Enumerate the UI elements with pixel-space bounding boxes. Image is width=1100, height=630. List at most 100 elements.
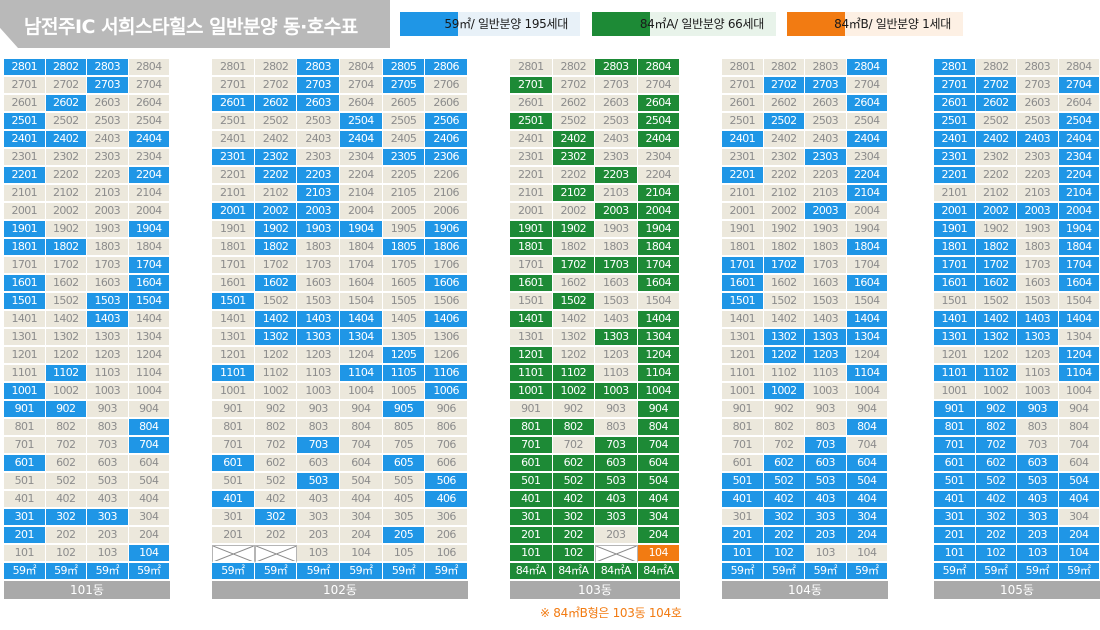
unit-cell: 1803	[805, 239, 847, 257]
unit-cell: 1201	[4, 347, 46, 365]
unit-cell: 703	[87, 437, 129, 455]
unit-cell: 2101	[510, 185, 553, 203]
unit-cell: 501	[722, 473, 764, 491]
unit-cell: 2004	[128, 203, 170, 221]
unit-cell: 2401	[510, 131, 553, 149]
unit-cell: 2104	[846, 185, 888, 203]
unit-cell: 504	[846, 473, 888, 491]
unit-cell: 1605	[382, 275, 426, 293]
unit-cell: 504	[637, 473, 680, 491]
unit-cell: 802	[975, 419, 1017, 437]
unit-cell: 2103	[805, 185, 847, 203]
unit-cell: 2502	[254, 113, 298, 131]
unit-cell: 2205	[382, 167, 426, 185]
unit-cell: 2304	[1058, 149, 1100, 167]
unit-cell: 1202	[763, 347, 805, 365]
unit-cell: 1603	[805, 275, 847, 293]
unit-type-label: 84㎡A	[510, 563, 553, 581]
unit-cell: 2604	[637, 95, 680, 113]
unit-cell: 1803	[87, 239, 129, 257]
unit-cell: 2503	[805, 113, 847, 131]
unit-cell: 1306	[425, 329, 468, 347]
unit-cell: 1702	[552, 257, 595, 275]
unit-cell: 1503	[87, 293, 129, 311]
unit-cell: 702	[552, 437, 595, 455]
unit-cell: 302	[552, 509, 595, 527]
unit-cell: 2501	[510, 113, 553, 131]
unit-cell: 801	[212, 419, 255, 437]
legend-84b: 84㎡B/ 일반분양 1세대	[787, 12, 963, 36]
unit-cell: 702	[45, 437, 87, 455]
unit-cell: 1604	[128, 275, 170, 293]
unit-cell: 101	[4, 545, 46, 563]
unit-cell: 1401	[212, 311, 255, 329]
unit-cell: 2804	[637, 59, 680, 77]
unit-cell: 1803	[595, 239, 638, 257]
unit-cell: 2506	[425, 113, 468, 131]
unit-cell: 2003	[805, 203, 847, 221]
legend-84b-label: 84㎡B/ 일반분양 1세대	[834, 17, 951, 31]
unit-cell: 1602	[45, 275, 87, 293]
unit-cell: 1801	[510, 239, 553, 257]
unit-cell: 1203	[805, 347, 847, 365]
unit-cell: 1602	[552, 275, 595, 293]
unit-cell: 1305	[382, 329, 426, 347]
unit-cell: 602	[763, 455, 805, 473]
unit-cell: 2102	[552, 185, 595, 203]
unit-cell: 803	[297, 419, 340, 437]
unit-cell: 1702	[763, 257, 805, 275]
unit-cell: 1401	[934, 311, 976, 329]
unit-cell: 1202	[975, 347, 1017, 365]
unit-cell: 904	[846, 401, 888, 419]
unit-cell: 301	[4, 509, 46, 527]
unit-cell: 1702	[975, 257, 1017, 275]
unit-cell: 1104	[340, 365, 383, 383]
unit-cell: 1004	[128, 383, 170, 401]
unit-cell: 304	[128, 509, 170, 527]
unit-cell: 1704	[128, 257, 170, 275]
unit-type-label: 59㎡	[254, 563, 298, 581]
unit-cell: 1505	[382, 293, 426, 311]
unit-cell: 1802	[552, 239, 595, 257]
unit-cell: 1901	[722, 221, 764, 239]
unit-cell: 302	[254, 509, 298, 527]
unit-cell: 903	[805, 401, 847, 419]
unit-cell: 2601	[510, 95, 553, 113]
unit-cell: 502	[254, 473, 298, 491]
unit-cell: 1904	[128, 221, 170, 239]
unit-cell: 1403	[595, 311, 638, 329]
unit-cell: 402	[45, 491, 87, 509]
unit-cell: 2202	[552, 167, 595, 185]
unit-cell: 104	[340, 545, 383, 563]
unit-cell: 1206	[425, 347, 468, 365]
unit-cell: 1701	[212, 257, 255, 275]
unit-cell: 204	[1058, 527, 1100, 545]
unit-cell: 2802	[45, 59, 87, 77]
unit-cell: 2602	[763, 95, 805, 113]
unit-cell: 1104	[1058, 365, 1100, 383]
unit-cell: 2402	[975, 131, 1017, 149]
unit-cell: 604	[846, 455, 888, 473]
unit-cell: 401	[934, 491, 976, 509]
unit-type-label: 59㎡	[934, 563, 976, 581]
unit-cell: 303	[805, 509, 847, 527]
unit-cell: 904	[637, 401, 680, 419]
unit-cell: 904	[1058, 401, 1100, 419]
unit-cell: 1102	[763, 365, 805, 383]
unit-cell: 1002	[552, 383, 595, 401]
unit-cell: 1204	[340, 347, 383, 365]
unit-cell: 2803	[1017, 59, 1059, 77]
unit-cell: 2502	[975, 113, 1017, 131]
unit-type-label: 59㎡	[425, 563, 468, 581]
unit-cell: 1502	[552, 293, 595, 311]
unit-cell: 1701	[934, 257, 976, 275]
unit-cell: 2803	[297, 59, 340, 77]
unit-cell: 1703	[1017, 257, 1059, 275]
unit-cell: 1204	[128, 347, 170, 365]
unit-cell: 702	[975, 437, 1017, 455]
unit-cell: 801	[4, 419, 46, 437]
unit-cell-unavailable	[595, 545, 638, 563]
unit-cell: 1404	[637, 311, 680, 329]
unit-cell: 2402	[254, 131, 298, 149]
unit-cell: 2003	[1017, 203, 1059, 221]
